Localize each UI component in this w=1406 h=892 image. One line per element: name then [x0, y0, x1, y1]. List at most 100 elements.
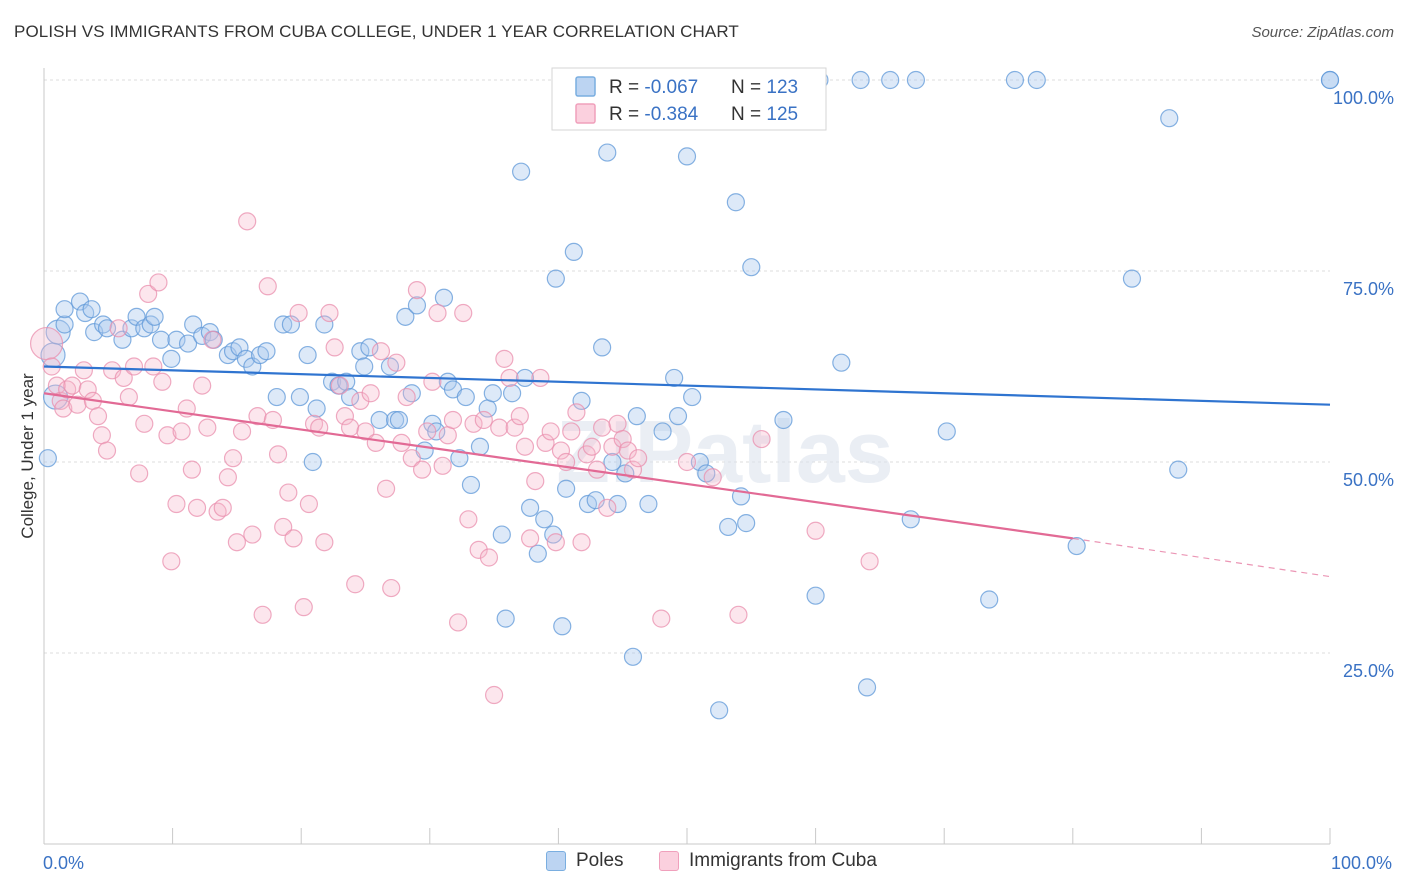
data-point-poles	[351, 342, 370, 361]
data-point-poles	[396, 307, 415, 326]
data-point-poles	[167, 330, 186, 349]
data-point-cuba	[167, 494, 186, 514]
data-point-cuba	[541, 422, 560, 441]
data-point-cuba	[182, 460, 201, 479]
data-point-poles	[881, 70, 900, 90]
data-point-poles	[315, 315, 334, 334]
data-point-cuba	[397, 387, 416, 407]
data-point-cuba	[193, 376, 212, 395]
data-point-poles	[55, 300, 74, 319]
data-point-cuba	[198, 418, 217, 437]
data-point-cuba	[531, 368, 550, 388]
data-point-poles	[677, 147, 697, 166]
data-point-cuba	[407, 281, 427, 300]
data-point-cuba	[68, 395, 87, 414]
data-point-poles	[515, 368, 535, 388]
x-tick-label: 0.0%	[43, 853, 84, 873]
y-axis-label: College, Under 1 year	[18, 373, 37, 539]
data-point-cuba	[500, 368, 519, 388]
data-point-cuba	[97, 441, 117, 460]
data-point-cuba	[546, 533, 565, 552]
watermark: ZIPatlas	[556, 402, 893, 501]
data-point-poles	[1027, 70, 1046, 90]
poles-points	[38, 70, 1340, 720]
data-point-cuba	[279, 483, 298, 502]
data-point-poles	[236, 349, 256, 368]
data-point-cuba	[618, 441, 637, 460]
data-point-cuba	[109, 319, 128, 338]
legend-item-poles[interactable]: Poles	[546, 850, 624, 872]
data-point-poles	[521, 498, 540, 517]
data-point-poles	[557, 479, 576, 498]
stats-text: N = 125	[731, 104, 798, 125]
data-point-poles	[360, 338, 379, 357]
trend-line-poles	[43, 365, 1331, 406]
data-point-cuba	[454, 303, 473, 323]
data-point-poles	[151, 330, 171, 349]
data-point-poles	[690, 452, 709, 472]
data-point-cuba	[289, 303, 308, 323]
data-point-cuba	[572, 533, 591, 552]
data-point-poles	[564, 242, 583, 261]
data-point-poles	[298, 345, 317, 365]
data-point-cuba	[299, 494, 319, 514]
data-point-cuba	[346, 575, 365, 594]
y-tick-label: 100.0%	[1333, 88, 1394, 108]
gridlines	[44, 79, 1330, 654]
data-point-cuba	[515, 437, 535, 456]
data-point-cuba	[162, 552, 181, 571]
data-point-cuba	[284, 529, 303, 548]
data-point-poles	[806, 586, 825, 605]
data-point-cuba	[158, 426, 177, 445]
data-point-cuba	[459, 510, 478, 529]
data-point-poles	[572, 391, 591, 410]
data-point-cuba	[613, 429, 632, 449]
data-point-poles	[719, 517, 738, 537]
data-point-cuba	[227, 533, 246, 552]
stats-legend: R = -0.067 N = 123 R = -0.384 N = 125	[551, 67, 827, 131]
y-tick-label: 50.0%	[1343, 470, 1394, 490]
data-point-poles	[470, 437, 490, 456]
data-point-cuba	[412, 460, 432, 479]
data-point-poles	[598, 143, 617, 162]
data-point-cuba	[387, 353, 406, 372]
data-point-poles	[546, 269, 565, 288]
data-point-cuba	[135, 414, 154, 433]
data-point-poles	[38, 449, 57, 468]
stats-text: R = -0.067	[609, 77, 698, 98]
data-point-cuba	[521, 529, 540, 548]
chart-title: POLISH VS IMMIGRANTS FROM CUBA COLLEGE, …	[14, 22, 739, 41]
data-point-cuba	[677, 452, 697, 472]
data-point-poles	[901, 510, 920, 529]
series-legend: Poles Immigrants from Cuba	[0, 850, 1406, 880]
data-point-cuba	[603, 437, 622, 456]
data-point-poles	[434, 288, 454, 307]
trend-line-cuba-extension	[1072, 537, 1331, 578]
data-point-cuba	[703, 468, 722, 487]
data-point-cuba	[351, 391, 370, 410]
data-point-cuba	[203, 330, 222, 349]
data-point-poles	[627, 407, 646, 426]
stats-legend-box	[551, 67, 827, 131]
data-point-cuba	[608, 414, 627, 433]
data-point-cuba	[258, 277, 277, 296]
data-point-cuba	[320, 303, 339, 323]
data-point-cuba	[490, 418, 509, 437]
data-point-poles	[274, 315, 293, 334]
data-point-poles	[503, 384, 522, 403]
trend-lines	[43, 365, 1331, 578]
data-point-cuba	[510, 407, 529, 426]
data-point-poles	[145, 307, 164, 326]
y-tick-label: 25.0%	[1343, 661, 1394, 681]
data-point-cuba	[223, 449, 243, 468]
data-point-cuba	[274, 517, 293, 537]
data-point-poles	[496, 609, 515, 628]
trend-line-cuba	[43, 392, 1073, 540]
data-point-poles	[774, 410, 793, 430]
data-point-cuba	[418, 422, 437, 441]
data-point-poles	[668, 407, 688, 426]
data-point-poles	[603, 452, 622, 472]
legend-item-cuba[interactable]: Immigrants from Cuba	[659, 850, 877, 872]
data-point-cuba	[139, 284, 158, 304]
data-point-cuba	[474, 410, 493, 430]
